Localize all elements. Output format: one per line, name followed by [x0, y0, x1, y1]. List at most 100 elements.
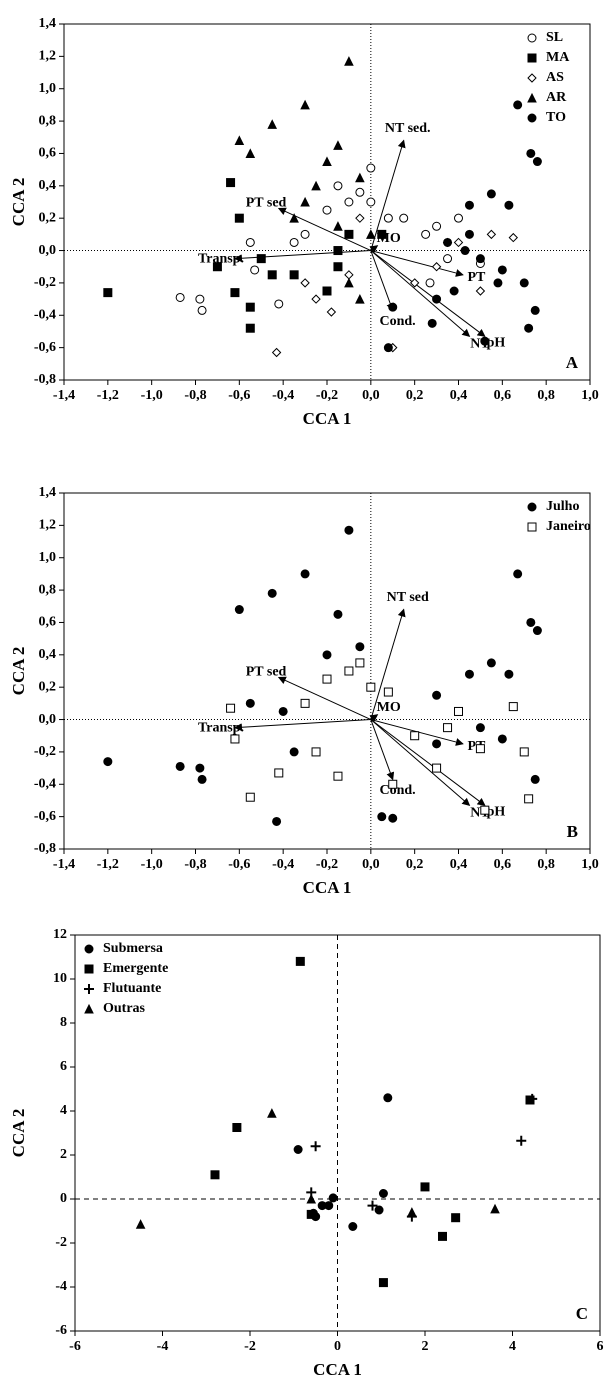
point: [333, 140, 343, 150]
x-axis-label: CCA 1: [303, 409, 352, 428]
point: [530, 305, 540, 315]
y-tick-label: 0: [60, 1191, 67, 1206]
point: [333, 262, 343, 272]
point: [438, 1231, 447, 1241]
vector-label: Cond.: [379, 783, 415, 798]
biplot-vector: [233, 250, 371, 263]
x-tick-label: 0,8: [537, 388, 555, 403]
biplot-vector: [370, 250, 486, 337]
point: [234, 135, 245, 146]
point: [245, 792, 255, 802]
x-tick-label: -1,0: [141, 388, 163, 403]
point: [425, 278, 435, 288]
y-tick-label: -4: [55, 1279, 67, 1294]
y-tick-label: -0,6: [34, 809, 56, 824]
biplot-vector: [370, 250, 395, 312]
point: [322, 674, 332, 684]
point: [432, 294, 442, 304]
point: [378, 1278, 388, 1288]
point: [300, 278, 310, 288]
y-tick-label: -0,4: [34, 307, 56, 322]
point: [333, 609, 343, 619]
point: [355, 293, 365, 304]
biplot-vector: [370, 250, 464, 277]
point: [322, 650, 332, 660]
point: [432, 739, 442, 749]
point: [383, 687, 393, 697]
point: [480, 336, 490, 346]
y-tick-label: 1,2: [39, 49, 57, 64]
legend-symbol: [527, 53, 537, 63]
x-tick-label: -2: [244, 1339, 256, 1354]
point: [377, 229, 387, 239]
x-tick-label: -1,2: [97, 388, 119, 403]
y-tick-label: 0,8: [39, 113, 57, 128]
legend-symbol: [527, 113, 537, 123]
point: [432, 690, 442, 700]
point: [103, 288, 113, 298]
biplot-vector: [370, 719, 486, 806]
legend-label: AR: [546, 90, 567, 105]
point: [333, 181, 343, 191]
point: [530, 774, 540, 784]
point: [410, 731, 420, 741]
point: [432, 763, 442, 773]
point: [460, 246, 470, 256]
x-tick-label: 0,2: [406, 857, 424, 872]
x-tick-label: 0,0: [362, 857, 380, 872]
biplot-vector: [369, 245, 379, 254]
point: [195, 294, 205, 304]
point: [289, 213, 299, 223]
y-tick-label: 0,8: [39, 582, 57, 597]
point: [454, 213, 463, 223]
biplot-vector: [233, 719, 371, 732]
point: [480, 805, 490, 815]
x-axis-label: CCA 1: [303, 878, 352, 897]
point: [504, 669, 514, 679]
point: [293, 1145, 303, 1154]
point: [504, 200, 514, 210]
legend-label: Emergente: [103, 961, 168, 976]
y-tick-label: 12: [53, 927, 67, 942]
x-tick-label: -0,2: [316, 388, 338, 403]
y-tick-label: 0,2: [39, 210, 57, 225]
point: [322, 286, 332, 296]
y-tick-label: -0,4: [34, 776, 56, 791]
point: [274, 299, 284, 309]
y-tick-label: -2: [55, 1235, 67, 1250]
point: [366, 163, 376, 173]
x-tick-label: 0,6: [494, 857, 512, 872]
point: [267, 588, 277, 598]
point: [513, 100, 523, 110]
point: [300, 99, 310, 110]
vector-label: Cond.: [379, 314, 415, 329]
y-tick-label: 0,6: [39, 615, 57, 630]
point: [524, 323, 534, 333]
x-tick-label: -1,4: [53, 388, 75, 403]
biplot-vector: [369, 714, 379, 723]
legend-label: AS: [546, 70, 564, 85]
vector-label: Transp.: [198, 721, 244, 736]
legend-label: Outras: [103, 1001, 146, 1016]
y-tick-label: 1,2: [39, 518, 57, 533]
point: [493, 278, 503, 288]
point: [311, 180, 321, 191]
point: [516, 1135, 527, 1146]
point: [300, 569, 310, 579]
vector-label: NT sed: [387, 590, 429, 605]
y-axis-label: CCA 2: [9, 178, 28, 227]
x-tick-label: -1,4: [53, 857, 75, 872]
point: [367, 1200, 378, 1211]
point: [267, 119, 278, 129]
point: [508, 702, 518, 712]
point: [322, 156, 332, 167]
point: [328, 1193, 338, 1203]
point: [420, 1182, 430, 1192]
point: [464, 200, 474, 210]
point: [300, 229, 310, 239]
point: [300, 698, 310, 708]
biplot-vector: [370, 608, 406, 720]
y-tick-label: -0,2: [34, 744, 56, 759]
y-axis-label: CCA 2: [9, 647, 28, 696]
x-tick-label: -0,4: [272, 857, 294, 872]
